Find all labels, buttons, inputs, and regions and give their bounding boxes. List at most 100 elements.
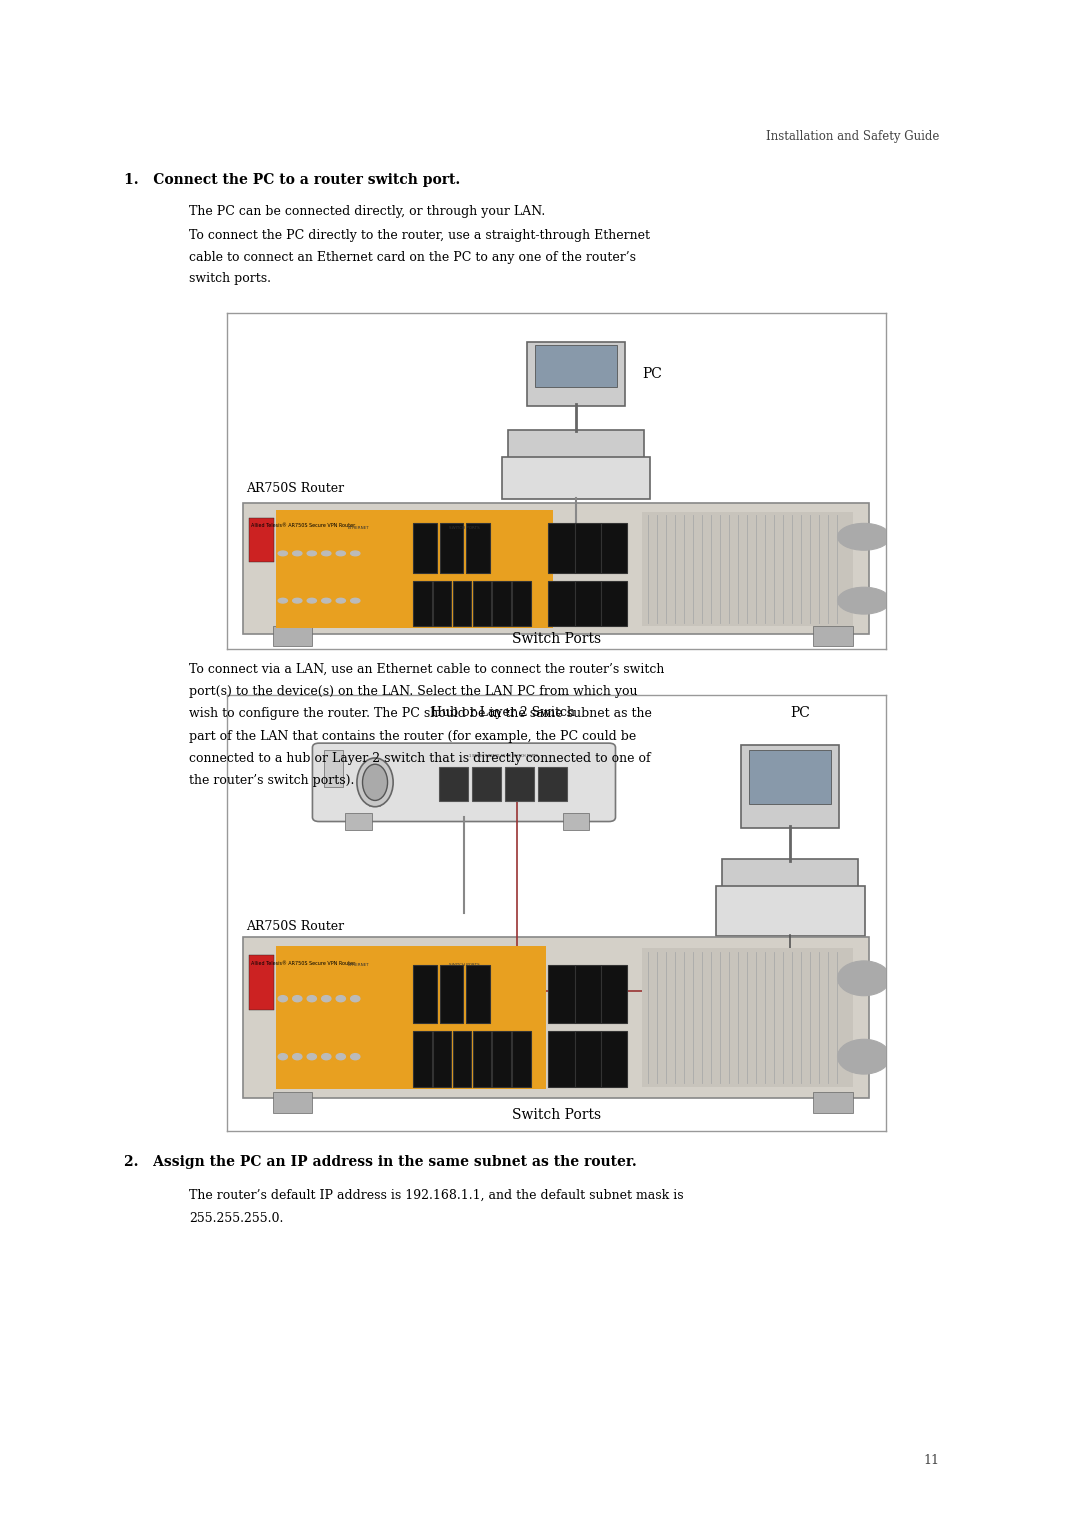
FancyBboxPatch shape: [504, 767, 534, 801]
FancyBboxPatch shape: [248, 518, 273, 562]
FancyBboxPatch shape: [538, 767, 567, 801]
FancyBboxPatch shape: [473, 581, 491, 625]
FancyBboxPatch shape: [600, 523, 627, 573]
Circle shape: [837, 523, 890, 550]
FancyBboxPatch shape: [473, 1031, 491, 1088]
FancyBboxPatch shape: [535, 345, 617, 387]
Text: Allied Telesis® AR750S Secure VPN Router: Allied Telesis® AR750S Secure VPN Router: [252, 523, 355, 527]
Text: To connect the PC directly to the router, use a straight-through Ethernet: To connect the PC directly to the router…: [189, 229, 650, 243]
Circle shape: [336, 552, 346, 556]
Text: 1.   Connect the PC to a router switch port.: 1. Connect the PC to a router switch por…: [124, 173, 460, 186]
Text: Switch Ports: Switch Ports: [512, 1108, 600, 1122]
FancyBboxPatch shape: [750, 750, 831, 804]
Circle shape: [837, 587, 890, 614]
FancyBboxPatch shape: [600, 1031, 627, 1088]
Circle shape: [307, 996, 316, 1002]
FancyBboxPatch shape: [549, 523, 575, 573]
FancyBboxPatch shape: [273, 626, 312, 646]
FancyBboxPatch shape: [512, 1031, 530, 1088]
FancyBboxPatch shape: [563, 813, 590, 830]
FancyBboxPatch shape: [575, 523, 600, 573]
FancyBboxPatch shape: [312, 743, 616, 822]
Text: wish to configure the router. The PC should be in the same subnet as the: wish to configure the router. The PC sho…: [189, 707, 652, 721]
FancyBboxPatch shape: [433, 1031, 451, 1088]
Circle shape: [279, 552, 287, 556]
FancyBboxPatch shape: [414, 1031, 432, 1088]
Circle shape: [307, 599, 316, 604]
Text: 2.   Assign the PC an IP address in the same subnet as the router.: 2. Assign the PC an IP address in the sa…: [124, 1155, 637, 1169]
FancyBboxPatch shape: [549, 581, 575, 625]
FancyBboxPatch shape: [273, 1091, 312, 1114]
FancyBboxPatch shape: [346, 813, 372, 830]
Text: ETHERNET: ETHERNET: [348, 963, 369, 967]
FancyBboxPatch shape: [276, 946, 546, 1089]
Circle shape: [837, 961, 890, 996]
FancyBboxPatch shape: [324, 750, 343, 787]
Text: 255.255.255.0.: 255.255.255.0.: [189, 1212, 283, 1225]
FancyBboxPatch shape: [642, 512, 853, 626]
Ellipse shape: [363, 764, 388, 801]
FancyBboxPatch shape: [642, 947, 853, 1088]
FancyBboxPatch shape: [243, 503, 869, 634]
FancyBboxPatch shape: [414, 523, 437, 573]
Circle shape: [322, 552, 330, 556]
FancyBboxPatch shape: [575, 581, 600, 625]
FancyBboxPatch shape: [465, 964, 489, 1024]
FancyBboxPatch shape: [492, 581, 511, 625]
FancyBboxPatch shape: [440, 523, 463, 573]
FancyBboxPatch shape: [501, 457, 650, 500]
Circle shape: [351, 996, 360, 1002]
Circle shape: [279, 599, 287, 604]
Text: OFF: OFF: [330, 776, 337, 781]
Circle shape: [322, 1054, 330, 1060]
Text: PC: PC: [789, 706, 810, 720]
Circle shape: [293, 996, 302, 1002]
Text: switch ports.: switch ports.: [189, 272, 271, 286]
Circle shape: [279, 1054, 287, 1060]
FancyBboxPatch shape: [549, 964, 575, 1024]
Text: 1 BASE-T/10BASE-SE-TX SWITCH PORTS: 1 BASE-T/10BASE-SE-TX SWITCH PORTS: [469, 753, 538, 758]
FancyBboxPatch shape: [527, 342, 625, 405]
Text: 11: 11: [923, 1453, 940, 1467]
Circle shape: [837, 1039, 890, 1074]
Ellipse shape: [356, 758, 393, 807]
FancyBboxPatch shape: [575, 964, 600, 1024]
FancyBboxPatch shape: [453, 1031, 471, 1088]
Text: PC: PC: [642, 367, 662, 380]
Circle shape: [322, 996, 330, 1002]
Circle shape: [322, 599, 330, 604]
FancyBboxPatch shape: [276, 510, 553, 628]
FancyBboxPatch shape: [248, 955, 273, 1010]
Circle shape: [293, 1054, 302, 1060]
Circle shape: [336, 599, 346, 604]
Text: To connect via a LAN, use an Ethernet cable to connect the router’s switch: To connect via a LAN, use an Ethernet ca…: [189, 663, 664, 677]
Text: The PC can be connected directly, or through your LAN.: The PC can be connected directly, or thr…: [189, 205, 545, 219]
Text: The router’s default IP address is 192.168.1.1, and the default subnet mask is: The router’s default IP address is 192.1…: [189, 1189, 684, 1203]
Circle shape: [293, 599, 302, 604]
Text: connected to a hub or Layer 2 switch that is directly connected to one of: connected to a hub or Layer 2 switch tha…: [189, 752, 650, 766]
Circle shape: [336, 996, 346, 1002]
Text: AR750S Router: AR750S Router: [246, 920, 345, 932]
Text: part of the LAN that contains the router (for example, the PC could be: part of the LAN that contains the router…: [189, 729, 636, 743]
Circle shape: [307, 1054, 316, 1060]
FancyBboxPatch shape: [414, 581, 432, 625]
Text: the router’s switch ports).: the router’s switch ports).: [189, 775, 354, 787]
FancyBboxPatch shape: [512, 581, 530, 625]
FancyBboxPatch shape: [549, 1031, 575, 1088]
FancyBboxPatch shape: [723, 859, 858, 897]
Text: port(s) to the device(s) on the LAN. Select the LAN PC from which you: port(s) to the device(s) on the LAN. Sel…: [189, 685, 637, 698]
Circle shape: [336, 1054, 346, 1060]
FancyBboxPatch shape: [716, 886, 864, 937]
Text: SWITCH PORTS: SWITCH PORTS: [448, 526, 480, 530]
Text: Allied Telesis® AR750S Secure VPN Router: Allied Telesis® AR750S Secure VPN Router: [252, 961, 355, 966]
FancyBboxPatch shape: [438, 767, 468, 801]
FancyBboxPatch shape: [600, 581, 627, 625]
FancyBboxPatch shape: [433, 581, 451, 625]
Text: Switch Ports: Switch Ports: [512, 633, 600, 646]
Text: cable to connect an Ethernet card on the PC to any one of the router’s: cable to connect an Ethernet card on the…: [189, 251, 636, 264]
FancyBboxPatch shape: [741, 746, 839, 828]
Circle shape: [351, 552, 360, 556]
Text: AR750S Router: AR750S Router: [246, 481, 345, 495]
FancyBboxPatch shape: [813, 626, 852, 646]
FancyBboxPatch shape: [440, 964, 463, 1024]
